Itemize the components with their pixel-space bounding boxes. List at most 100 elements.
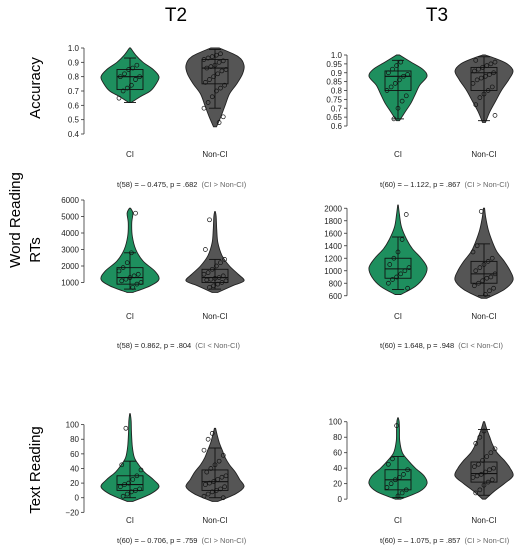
- y-tick-label: 600: [329, 292, 343, 301]
- data-point: [399, 490, 405, 496]
- data-point: [201, 447, 207, 453]
- data-point: [485, 479, 491, 485]
- data-point: [484, 454, 490, 459]
- stat-text: t(58) = – 0.475, p = .682: [117, 180, 197, 189]
- data-point: [209, 431, 215, 436]
- stat-text: t(60) = – 1.122, p = .867: [380, 180, 460, 189]
- data-point: [219, 280, 225, 285]
- data-point: [201, 57, 207, 62]
- y-tick-label: 100: [329, 418, 343, 427]
- data-point: [135, 271, 141, 277]
- data-point: [216, 59, 222, 65]
- category-label-non-ci: Non-CI: [202, 150, 227, 159]
- category-label-non-ci: Non-CI: [202, 312, 227, 321]
- data-point: [216, 458, 222, 464]
- category-label-non-ci: Non-CI: [471, 516, 496, 525]
- violin-shape: [185, 211, 245, 293]
- stat-direction: (CI > Non-CI): [464, 536, 509, 545]
- data-point: [120, 88, 126, 94]
- violin-shape: [100, 207, 160, 293]
- data-point: [220, 273, 226, 279]
- data-point: [214, 88, 219, 94]
- category-label-ci: CI: [126, 312, 134, 321]
- data-point: [120, 265, 126, 270]
- data-point: [391, 116, 397, 122]
- data-point: [219, 474, 225, 480]
- data-point: [386, 280, 391, 286]
- data-point: [489, 255, 495, 261]
- data-point: [402, 268, 408, 274]
- data-point: [209, 489, 215, 495]
- data-point: [209, 266, 215, 272]
- data-point: [220, 58, 226, 64]
- data-point: [489, 477, 495, 483]
- data-point: [124, 85, 130, 91]
- data-point: [133, 77, 138, 82]
- data-point: [138, 467, 144, 473]
- data-point: [218, 51, 223, 57]
- y-tick-label: 1600: [324, 229, 342, 238]
- data-point: [123, 276, 129, 282]
- y-tick-label: 6000: [61, 196, 79, 205]
- stat-text: t(60) = – 1.075, p = .857: [380, 536, 460, 545]
- y-tick-label: 0.8: [331, 87, 343, 96]
- data-point: [483, 292, 488, 297]
- data-point: [477, 487, 483, 493]
- row-label-text-reading: Text Reading: [27, 426, 44, 514]
- y-tick-label: 80: [333, 433, 342, 442]
- data-point: [478, 472, 484, 477]
- data-point: [403, 212, 409, 217]
- data-point: [477, 265, 483, 270]
- violin-ci: [100, 47, 160, 103]
- data-point: [212, 62, 218, 68]
- data-point: [390, 456, 395, 462]
- data-point: [218, 85, 223, 91]
- data-point: [130, 477, 136, 482]
- data-point: [491, 465, 496, 471]
- data-point: [220, 114, 226, 120]
- data-point: [130, 65, 136, 71]
- box-iqr: [201, 268, 229, 283]
- data-point: [116, 95, 122, 101]
- data-point: [384, 485, 390, 490]
- data-point: [481, 482, 487, 488]
- violin-non-ci: [454, 207, 514, 299]
- data-point: [472, 283, 477, 289]
- data-point: [473, 57, 479, 63]
- data-point: [129, 82, 134, 88]
- data-point: [492, 59, 498, 65]
- row-label-rts: RTs: [27, 237, 44, 263]
- row-label-accuracy: Accuracy: [27, 57, 44, 119]
- data-point: [205, 100, 211, 105]
- data-point: [207, 217, 212, 223]
- data-point: [211, 283, 216, 289]
- y-tick-label: 1.0: [331, 51, 343, 60]
- data-point: [488, 274, 494, 280]
- data-point: [137, 486, 142, 492]
- data-point: [472, 464, 477, 469]
- violin-non-ci: [185, 427, 245, 502]
- y-tick-label: 2000: [324, 204, 342, 213]
- row-group-label-word-reading: Word Reading: [7, 172, 24, 268]
- data-point: [211, 74, 216, 80]
- data-point: [481, 262, 487, 267]
- data-point: [203, 482, 208, 487]
- data-point: [484, 63, 490, 69]
- data-point: [394, 63, 399, 69]
- data-point: [398, 271, 404, 277]
- y-tick-label: 1400: [324, 242, 342, 251]
- data-point: [223, 473, 229, 479]
- data-point: [223, 67, 229, 72]
- data-point: [403, 487, 409, 493]
- data-point: [473, 490, 479, 496]
- panels-layer: 0.4 0.5 0.6 0.7 0.8 0.9 1.0 CI Non-CI t(58) = – 0…: [61, 44, 514, 545]
- data-point: [119, 278, 125, 284]
- violin-non-ci: [185, 47, 245, 128]
- data-point: [122, 482, 127, 487]
- data-point: [489, 84, 495, 90]
- data-point: [473, 268, 479, 274]
- category-label-ci: CI: [126, 516, 134, 525]
- y-tick-label: 100: [66, 421, 80, 430]
- data-point: [470, 475, 476, 480]
- data-point: [209, 94, 215, 100]
